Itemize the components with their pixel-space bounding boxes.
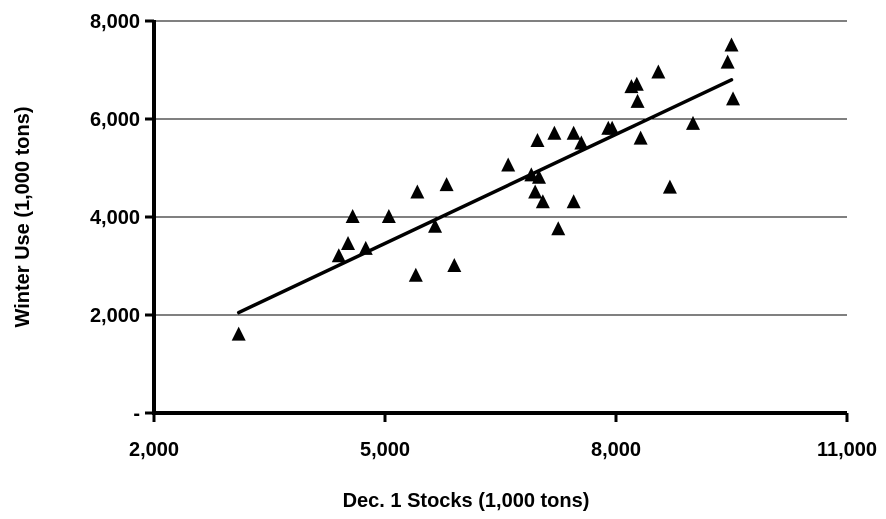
data-points bbox=[231, 37, 741, 341]
data-point bbox=[574, 135, 589, 150]
data-point bbox=[566, 125, 581, 140]
data-point bbox=[345, 209, 360, 223]
data-point bbox=[605, 120, 620, 135]
data-point bbox=[528, 184, 543, 199]
data-point bbox=[231, 326, 246, 341]
x-tick-label: 5,000 bbox=[360, 439, 410, 461]
x-tick-labels: 2,000 5,000 8,000 11,000 bbox=[129, 439, 877, 461]
data-point bbox=[726, 91, 741, 106]
y-tick-label: 8,000 bbox=[90, 11, 140, 33]
data-point bbox=[720, 54, 735, 69]
data-point bbox=[408, 267, 423, 282]
x-tick-label: 2,000 bbox=[129, 439, 179, 461]
data-point bbox=[724, 37, 739, 52]
data-point bbox=[410, 184, 425, 199]
data-point bbox=[428, 218, 443, 233]
x-tick-label: 11,000 bbox=[817, 439, 877, 461]
data-point bbox=[662, 179, 677, 194]
data-point bbox=[381, 209, 396, 223]
trendline bbox=[236, 78, 734, 315]
y-tick-labels: - 2,000 4,000 6,000 8,000 bbox=[90, 11, 140, 425]
data-point bbox=[341, 235, 356, 250]
data-point bbox=[686, 115, 700, 130]
gridlines bbox=[154, 20, 847, 316]
data-point bbox=[501, 157, 516, 172]
data-point bbox=[439, 177, 454, 192]
axes bbox=[145, 19, 849, 422]
y-tick-label: 2,000 bbox=[90, 305, 140, 327]
y-axis-title: Winter Use (1,000 tons) bbox=[12, 107, 34, 328]
x-axis-title: Dec. 1 Stocks (1,000 tons) bbox=[343, 490, 590, 512]
data-point bbox=[547, 125, 562, 140]
data-point bbox=[530, 133, 545, 148]
y-tick-label: - bbox=[133, 403, 140, 425]
data-point bbox=[630, 93, 645, 108]
data-point bbox=[551, 221, 566, 236]
y-tick-label: 4,000 bbox=[90, 207, 140, 229]
data-point bbox=[524, 167, 539, 182]
data-point bbox=[331, 248, 346, 263]
data-point bbox=[566, 194, 581, 209]
data-point bbox=[651, 64, 666, 79]
trendline-group bbox=[236, 78, 734, 315]
data-point bbox=[358, 240, 373, 255]
data-point bbox=[532, 169, 546, 184]
data-point bbox=[629, 76, 644, 91]
data-point bbox=[447, 258, 462, 272]
data-point bbox=[633, 130, 648, 145]
y-tick-label: 6,000 bbox=[90, 109, 140, 131]
data-point bbox=[535, 194, 550, 209]
x-tick-label: 8,000 bbox=[591, 439, 641, 461]
